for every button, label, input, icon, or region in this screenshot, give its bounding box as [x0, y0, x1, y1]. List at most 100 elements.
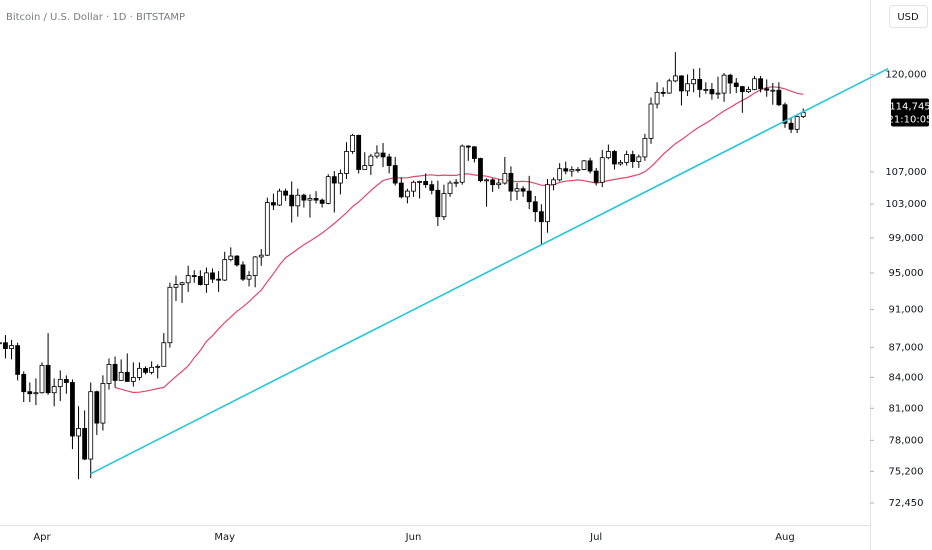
candle-body [709, 89, 715, 95]
y-tick-label: 99,000 [889, 233, 924, 244]
candle-body [752, 78, 757, 90]
candle-body [386, 156, 392, 166]
candle-body [727, 74, 733, 84]
candle-body [191, 275, 197, 277]
candle-body [15, 345, 21, 375]
y-tick-label: 75,200 [889, 466, 924, 477]
candle-body [496, 182, 502, 186]
candle-body [642, 138, 648, 158]
candle-body [733, 82, 739, 88]
candle-body [295, 194, 301, 207]
candle-body [758, 78, 764, 90]
moving-average [114, 86, 804, 394]
x-tick-label: Jun [405, 532, 422, 543]
candle-body [94, 391, 100, 424]
candle-body [3, 342, 8, 349]
countdown: 21:10:05 [888, 115, 932, 126]
candle-body [283, 190, 289, 196]
candle-body [228, 255, 234, 260]
candle-body [0, 342, 2, 345]
candle-body [788, 122, 794, 130]
trendline [90, 67, 889, 475]
currency-box[interactable] [889, 5, 928, 28]
candle-body [222, 259, 228, 281]
candle-body [100, 383, 106, 424]
candle-body [246, 275, 252, 280]
candle-body [252, 256, 258, 276]
candle-body [794, 116, 800, 130]
candle-body [508, 173, 514, 192]
y-tick-label: 95,000 [889, 268, 924, 279]
candle-body [672, 75, 678, 82]
candle-body [618, 161, 623, 165]
candle-body [307, 198, 313, 201]
candle-body [33, 392, 39, 395]
candle-body [179, 282, 185, 285]
chart-title: Bitcoin / U.S. Dollar · 1D · BITSTAMP [6, 12, 185, 23]
candle-body [344, 151, 349, 174]
y-tick-label: 107,000 [885, 167, 926, 178]
candle-body [51, 386, 57, 394]
candle-body [703, 89, 709, 91]
y-tick-label: 120,000 [885, 69, 926, 80]
candle-body [216, 278, 222, 281]
candle-body [398, 182, 404, 198]
candle-body [143, 367, 148, 373]
candle-body [447, 182, 453, 194]
y-tick-label: 103,000 [885, 199, 926, 210]
candle-body [319, 199, 325, 204]
candle-body [429, 184, 435, 191]
candle-body [624, 154, 630, 163]
candle-body [599, 157, 605, 183]
candle-body [27, 391, 33, 395]
candle-body [484, 179, 489, 182]
candle-body [21, 373, 27, 393]
candle-body [82, 428, 88, 460]
candle-body [149, 366, 155, 373]
candle-body [514, 188, 520, 192]
last-price-box [891, 98, 929, 127]
candle-body [490, 179, 496, 186]
candle-body [666, 80, 672, 94]
candle-body [88, 391, 94, 460]
candle-body [770, 89, 776, 92]
candle-body [697, 79, 703, 90]
candle-body [764, 88, 770, 91]
candle-body [587, 160, 593, 172]
candle-body [325, 176, 331, 204]
x-tick-label: Apr [33, 532, 51, 543]
candle-body [173, 284, 179, 288]
candle-body [204, 272, 209, 285]
candle-body [112, 363, 118, 381]
candle-body [557, 168, 563, 181]
y-tick-label: 81,000 [889, 403, 924, 414]
candle-body [210, 272, 215, 280]
candle-body [526, 190, 532, 203]
candle-body [746, 89, 751, 93]
candle-body [605, 151, 611, 159]
candle-body [264, 202, 270, 256]
candle-body [258, 254, 264, 258]
candle-body [417, 181, 422, 183]
candle-body [502, 173, 508, 184]
candle-body [374, 152, 380, 157]
candle-body [478, 158, 483, 182]
candle-body [70, 382, 75, 437]
candle-body [575, 169, 581, 171]
candle-body [520, 188, 526, 192]
candle-body [301, 194, 307, 201]
candle-body [124, 371, 130, 382]
candle-body [289, 194, 295, 207]
y-tick-label: 91,000 [889, 304, 924, 315]
candle-body [691, 79, 697, 85]
candle-body [161, 342, 167, 367]
candle-body [392, 165, 398, 184]
candle-body [130, 377, 136, 382]
candle-body [423, 181, 429, 186]
candle-body [338, 173, 343, 184]
candle-body [630, 154, 636, 163]
candle-body [538, 211, 544, 223]
candle-body [313, 198, 319, 201]
candle-body [648, 103, 654, 139]
currency[interactable]: USD [897, 12, 919, 23]
